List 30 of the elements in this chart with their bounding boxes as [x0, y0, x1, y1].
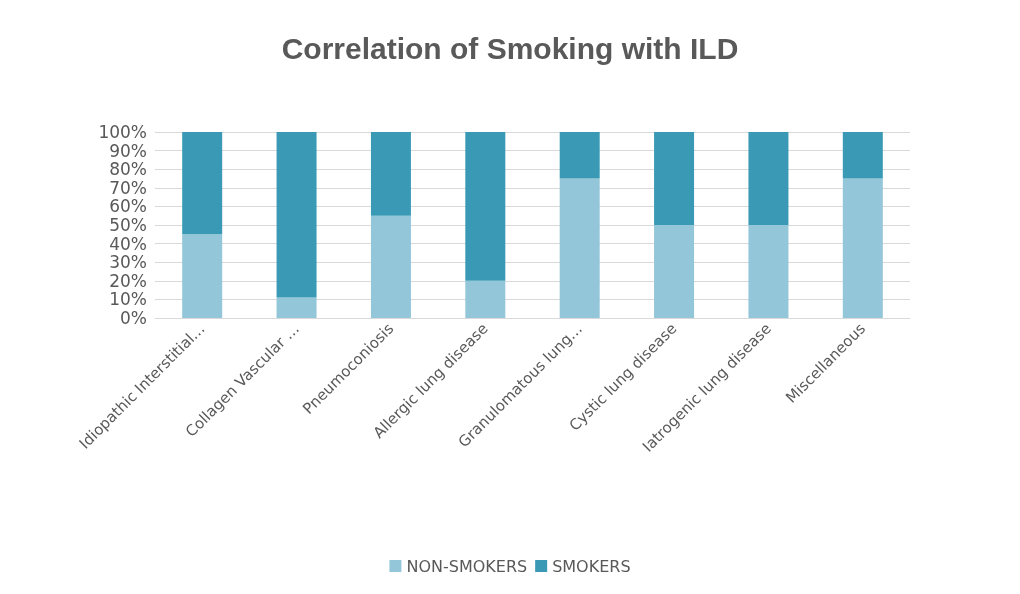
y-tick-label: 10%	[109, 289, 147, 310]
y-tick-label: 50%	[109, 215, 147, 235]
bar	[654, 225, 695, 318]
bar	[559, 178, 600, 318]
bar	[842, 132, 883, 179]
bar	[559, 132, 600, 179]
legend-label: SMOKERS	[552, 556, 631, 576]
legend-label: NON-SMOKERS	[406, 556, 528, 576]
y-tick-label: 0%	[120, 308, 147, 328]
bar	[182, 234, 223, 318]
bar	[465, 132, 506, 281]
bar	[748, 225, 789, 318]
y-tick-label: 20%	[109, 270, 147, 291]
bar	[370, 132, 411, 216]
bar	[748, 132, 789, 225]
bar	[842, 178, 883, 318]
bar	[465, 280, 506, 318]
y-tick-label: 100%	[98, 122, 147, 142]
bar	[276, 132, 317, 298]
bar	[182, 132, 223, 235]
y-tick-label: 60%	[109, 196, 147, 217]
y-tick-label: 70%	[109, 177, 147, 198]
y-tick-label: 80%	[109, 159, 147, 180]
y-tick-label: 40%	[109, 233, 147, 254]
bar	[370, 215, 411, 318]
bar	[276, 297, 317, 318]
bar	[654, 132, 695, 225]
chart-title: Correlation of Smoking with ILD	[281, 31, 739, 65]
y-tick-label: 90%	[109, 140, 147, 161]
y-tick-label: 30%	[109, 252, 147, 273]
